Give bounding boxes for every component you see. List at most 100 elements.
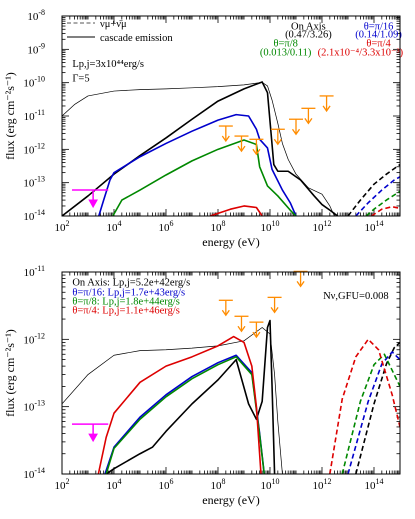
x-tick-exponent: 10	[272, 219, 280, 228]
upper-limit-head	[296, 281, 305, 288]
y-tick-label: 10-9	[27, 41, 45, 56]
upper-limit-head	[252, 331, 261, 339]
series-group	[62, 81, 400, 216]
x-tick-label: 1012	[313, 219, 332, 234]
series-line-3	[98, 113, 297, 216]
y-tick-exponent: -13	[34, 175, 45, 184]
y-tick-exponent: -10	[34, 75, 45, 84]
series-line-7	[347, 351, 400, 474]
series-line-5	[209, 205, 263, 216]
x-tick-label: 102	[55, 219, 70, 234]
upper-limit-head	[322, 105, 331, 113]
series-line-4	[112, 139, 297, 216]
series-line-5	[97, 335, 262, 474]
x-tick-exponent: 8	[222, 477, 226, 486]
y-tick-exponent: -12	[34, 141, 45, 150]
upper-limit-head	[221, 309, 230, 317]
y-tick-label: 10-8	[27, 8, 45, 23]
x-tick-exponent: 2	[66, 219, 70, 228]
y-tick-label: 10-10	[23, 75, 45, 90]
x-tick-label: 1014	[365, 477, 384, 492]
upper-limit-arrow	[301, 107, 316, 125]
y-tick-label: 10-14	[23, 466, 45, 481]
flux-limit-head	[88, 433, 98, 443]
x-tick-label: 104	[107, 477, 122, 492]
series-line-6	[355, 341, 400, 474]
flux-limit-head	[88, 199, 98, 209]
x-tick-label: 1010	[261, 219, 280, 234]
upper-limit-arrow	[270, 128, 285, 146]
annotation: On Axis	[291, 21, 326, 32]
y-tick-exponent: -11	[35, 264, 45, 273]
upper-limit-head	[237, 325, 246, 333]
y-tick-exponent: -11	[35, 108, 45, 117]
upper-limit-arrow	[234, 135, 249, 153]
upper-limit-head	[291, 128, 301, 136]
y-tick-exponent: -9	[38, 41, 45, 50]
series-line-1	[62, 82, 335, 216]
series-line-9	[371, 205, 400, 216]
upper-limit-arrow	[289, 118, 303, 136]
upper-limit-arrow	[293, 270, 308, 288]
series-group	[62, 319, 400, 474]
annotation: Lp,j=3x10⁴⁴erg/s	[72, 59, 144, 70]
upper-limit-arrow	[267, 296, 282, 314]
y-tick-label: 10-12	[23, 141, 45, 156]
annotation: (0.013/0.11)	[260, 48, 312, 59]
x-tick-label: 106	[159, 219, 174, 234]
y-axis-label: flux (erg cm⁻²s⁻¹)	[3, 72, 17, 160]
x-tick-exponent: 10	[272, 477, 280, 486]
y-tick-label: 10-13	[23, 399, 45, 414]
x-tick-exponent: 6	[170, 219, 174, 228]
series-line-1	[62, 327, 283, 474]
annotation: θ=π/4: Lp,j=1.1e+46erg/s	[72, 306, 180, 317]
x-tick-label: 106	[159, 477, 174, 492]
series-line-8	[341, 353, 400, 474]
y-tick-exponent: -14	[34, 466, 45, 475]
chart-1: 102 104 106 108 1010 1012 101410-1410-1310-121…	[3, 8, 404, 249]
plot-frame	[61, 271, 401, 475]
y-tick-exponent: -14	[34, 208, 45, 217]
upper-limit-arrow	[249, 321, 264, 339]
annotation: θ=π/4	[366, 39, 391, 50]
annotation: Γ=5	[72, 73, 89, 84]
x-tick-label: 108	[211, 219, 226, 234]
x-tick-exponent: 4	[118, 219, 122, 228]
upper-limit-head	[270, 306, 279, 314]
y-tick-label: 10-12	[23, 331, 45, 346]
annotation: θ=π/16	[364, 21, 394, 32]
x-tick-label: 1012	[313, 477, 332, 492]
flux-limit-marker	[72, 423, 109, 443]
x-axis-label: energy (eV)	[202, 235, 259, 249]
series-line-9	[329, 338, 400, 474]
x-tick-exponent: 12	[324, 477, 332, 486]
series-line-2	[105, 319, 276, 474]
x-tick-exponent: 4	[118, 477, 122, 486]
chart-2: 102 104 106 108 1010 1012 101410-1410-1310-121…	[3, 264, 401, 507]
y-tick-label: 10-13	[23, 175, 45, 190]
y-tick-label: 10-14	[23, 208, 45, 223]
annotation: θ=π/8: Lp,j=1.8e+44erg/s	[72, 296, 180, 307]
upper-limit-head	[237, 145, 246, 153]
annotation: θ=π/8	[273, 39, 297, 50]
x-tick-exponent: 8	[222, 219, 226, 228]
annotation: (0.14/1.09)	[355, 29, 402, 40]
upper-limit-arrow	[249, 138, 264, 156]
upper-limit-arrow	[218, 125, 233, 143]
y-tick-exponent: -12	[34, 331, 45, 340]
y-tick-exponent: -8	[38, 8, 45, 17]
upper-limit-head	[221, 135, 230, 143]
flux-limit-marker	[72, 189, 109, 209]
x-axis-label: energy (eV)	[202, 493, 259, 507]
plot-frame	[61, 15, 401, 217]
upper-limit-arrow	[319, 95, 334, 113]
annotation: (0.47/3.26)	[285, 29, 332, 40]
x-tick-label: 104	[107, 219, 122, 234]
legend-label: νμ+ν̄μ	[100, 19, 127, 30]
x-tick-label: 1010	[261, 477, 280, 492]
upper-limit-arrow	[218, 299, 233, 317]
y-tick-exponent: -13	[34, 399, 45, 408]
upper-limit-head	[252, 148, 261, 156]
y-tick-label: 10-11	[24, 264, 45, 279]
